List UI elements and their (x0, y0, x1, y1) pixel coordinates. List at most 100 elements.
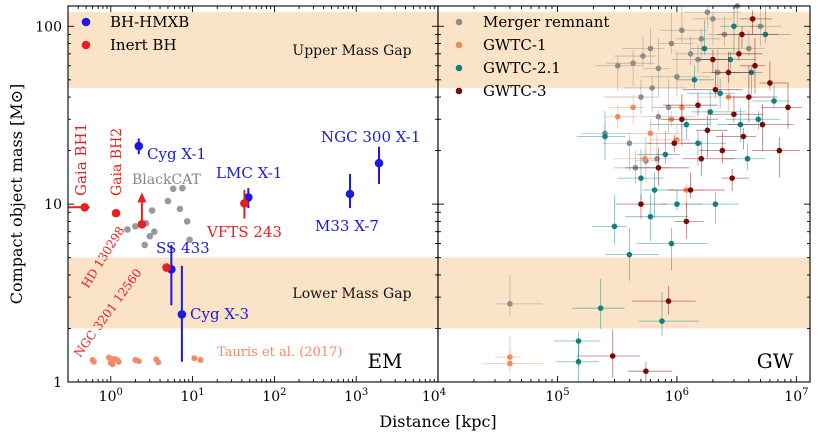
em-x-tick-label-4: 104 (422, 387, 446, 405)
label-gaia-bh1: Gaia BH1 (72, 123, 90, 196)
gwtc21-point-20 (771, 98, 777, 104)
axis-ticks (67, 6, 810, 383)
merger-remnant-point-6 (668, 40, 675, 47)
gw-panel-frame (437, 5, 811, 383)
merger-remnant-point-13 (746, 45, 752, 52)
legends: BH-HMXB Inert BH Merger remnant GWTC-1 GWTC-… (81, 13, 609, 100)
mass-gap-label-0: Upper Mass Gap (292, 43, 411, 59)
blackcat-point-4 (179, 184, 186, 192)
gw-x-tick-label-2: 107 (784, 387, 808, 405)
inert-bh-limit-arrow-2 (137, 192, 147, 203)
merger-remnant-point-8 (687, 51, 694, 57)
gwtc21-point-1 (575, 338, 582, 344)
em-data-layer (68, 138, 384, 368)
tauris-point-9 (135, 358, 142, 365)
gwtc21-point-2 (597, 305, 604, 311)
gwtc1-point-7 (647, 130, 654, 137)
gwtc3-point-13 (731, 111, 737, 118)
label-blackcat: BlackCAT (132, 172, 201, 188)
label-ngc300-x1: NGC 300 X-1 (321, 128, 421, 146)
gw-x-tick-label-0: 105 (545, 387, 569, 405)
blackcat-point-11 (186, 236, 193, 244)
inert-bh-point-3 (240, 199, 249, 208)
label-vfts243: VFTS 243 (206, 223, 282, 241)
gwtc21-point-16 (727, 56, 734, 63)
gwtc21-point-12 (683, 121, 690, 128)
tauris-point-13 (197, 356, 204, 363)
gwtc3-point-27 (698, 155, 705, 162)
em-legend-label-1: Inert BH (110, 36, 177, 54)
em-legend-marker-0 (81, 17, 91, 27)
gwtc21-point-5 (647, 213, 654, 220)
gwtc21-point-26 (731, 23, 737, 30)
gwtc1-point-3 (615, 113, 621, 120)
gw-legend-label-3: GWTC-3 (483, 82, 547, 100)
gwtc21-point-6 (611, 223, 618, 230)
gwtc3-point-0 (609, 353, 616, 359)
gwtc21-point-24 (668, 240, 675, 247)
gwtc3-point-6 (679, 116, 685, 123)
blackcat-point-7 (146, 232, 154, 240)
gwtc3-point-1 (643, 368, 649, 375)
em-x-tick-label-2: 102 (262, 387, 286, 405)
gwtc3-point-4 (655, 165, 662, 171)
tauris-point-2 (105, 354, 112, 361)
y-axis-label: Compact object mass [M⊙] (7, 84, 26, 305)
y-tick-label-1: 1 (53, 375, 62, 391)
gwtc3-point-5 (671, 140, 678, 147)
label-tauris: Tauris et al. (2017) (217, 345, 342, 360)
panel-frames (67, 5, 811, 383)
merger-remnant-point-2 (630, 60, 636, 66)
mass-gap-band-1 (68, 257, 810, 329)
gwtc3-point-11 (719, 147, 726, 154)
blackcat-point-3 (169, 185, 177, 193)
gwtc21-point-23 (712, 201, 719, 207)
merger-remnant-point-24 (704, 9, 711, 15)
em-legend-label-0: BH-HMXB (110, 13, 189, 31)
bh-hmxb-point-0 (134, 141, 144, 151)
gwtc3-point-12 (725, 69, 732, 76)
gw-panel-label: GW (757, 349, 794, 373)
label-ss433: SS 433 (156, 239, 210, 257)
gwtc3-point-9 (704, 127, 711, 134)
mass-gap-bands (68, 12, 810, 329)
em-x-tick-label-1: 101 (180, 387, 204, 405)
merger-remnant-point-22 (655, 113, 662, 120)
gwtc3-point-7 (687, 187, 694, 193)
blackcat-point-6 (176, 205, 184, 213)
gwtc3-point-20 (776, 147, 783, 154)
merger-remnant-point-25 (507, 301, 513, 307)
tauris-point-11 (155, 359, 162, 366)
tauris-point-7 (109, 361, 116, 368)
gwtc1-point-4 (642, 155, 648, 162)
gwtc3-point-14 (736, 51, 742, 57)
gwtc3-point-26 (749, 16, 756, 22)
x-axis-label: Distance [kpc] (379, 412, 496, 431)
tauris-point-1 (90, 358, 97, 365)
merger-remnant-point-10 (710, 16, 716, 22)
em-legend-marker-1 (81, 40, 91, 50)
bh-hmxb-point-5 (177, 310, 187, 319)
label-m33-x7: M33 X-7 (315, 217, 379, 235)
em-x-tick-label-3: 103 (344, 387, 368, 405)
mass-gap-band-0 (68, 12, 810, 88)
blackcat-point-0 (132, 223, 139, 230)
gw-legend-label-0: Merger remnant (483, 13, 609, 31)
blackcat-point-2 (148, 207, 156, 214)
inert-bh-point-2 (137, 220, 147, 229)
gwtc3-point-25 (710, 56, 716, 63)
inert-bh-point-0 (80, 202, 89, 212)
gw-legend-label-2: GWTC-2.1 (483, 59, 561, 77)
merger-remnant-point-9 (698, 36, 705, 42)
label-cyg-x1: Cyg X-1 (147, 145, 206, 163)
gw-legend-marker-2 (455, 64, 463, 72)
gwtc3-point-21 (785, 104, 791, 111)
gwtc3-point-22 (729, 175, 735, 181)
y-tick-label-100: 100 (35, 19, 62, 35)
gw-data-layer (484, 3, 802, 382)
gwtc3-point-18 (759, 121, 766, 128)
y-tick-label-10: 10 (44, 197, 62, 213)
gwtc21-point-11 (674, 201, 680, 207)
gwtc21-point-14 (707, 109, 714, 115)
